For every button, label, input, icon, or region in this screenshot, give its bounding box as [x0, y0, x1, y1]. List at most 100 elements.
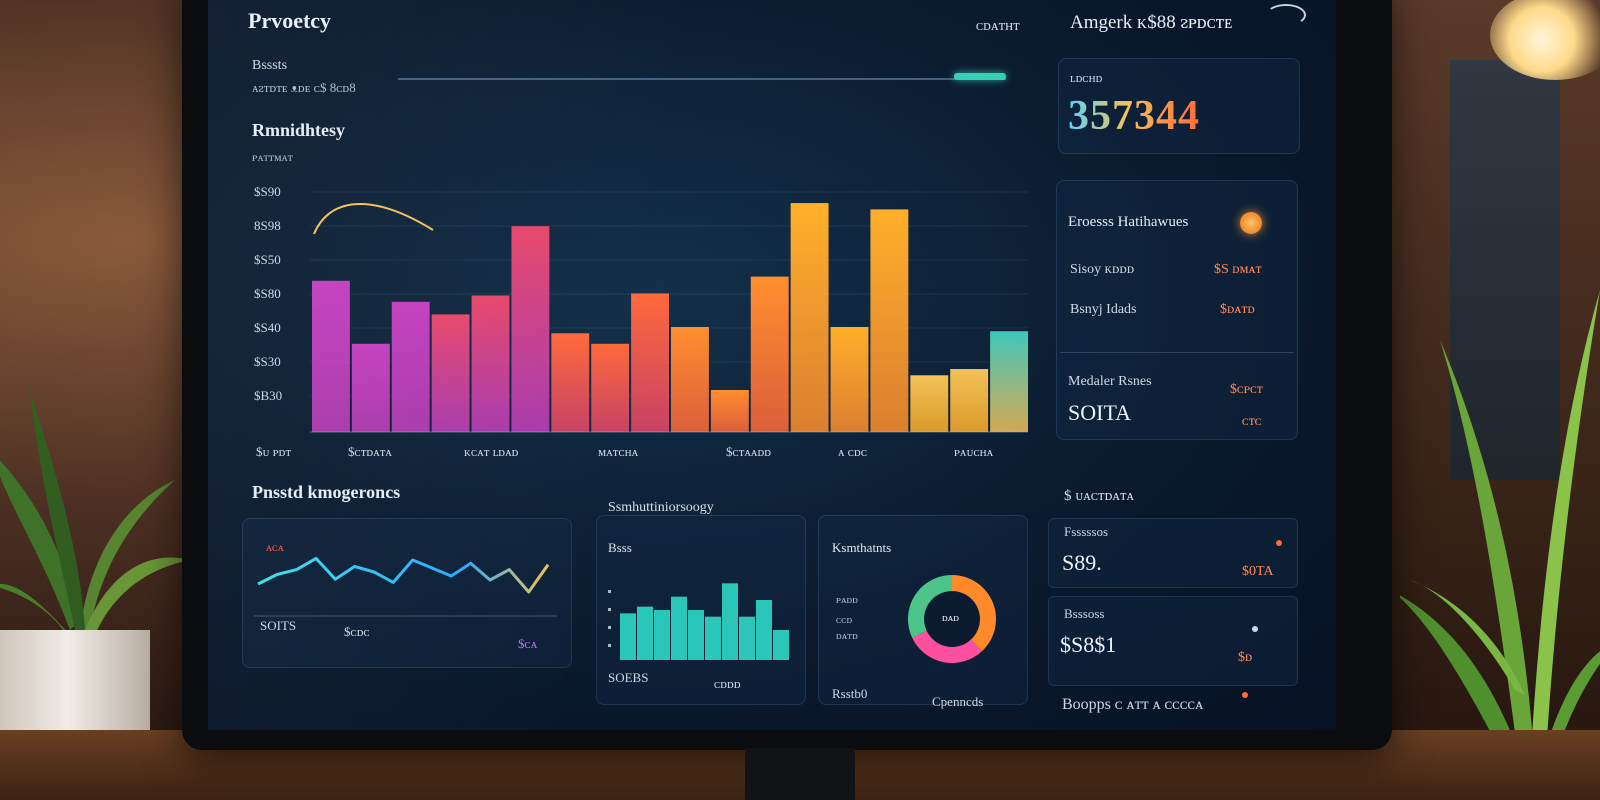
bar	[431, 314, 470, 432]
stats-footer: Boopps ᴄ ᴀᴛᴛ ᴀ ᴄᴄᴄᴄᴀ	[1062, 696, 1204, 713]
right-panel-row-value: $S ᴅᴍᴀᴛ	[1214, 262, 1262, 277]
x-tick-label: ᴋᴄᴀᴛ ʟᴅᴀᴅ	[464, 444, 519, 459]
bar	[705, 616, 721, 660]
bar	[830, 327, 869, 432]
donut-center-label: ᴅᴀᴅ	[942, 612, 960, 624]
bar	[551, 333, 590, 432]
axis-tick	[608, 590, 611, 593]
donut-footer-left: Rsstb0	[832, 686, 868, 701]
stat-card[interactable]	[1048, 596, 1298, 686]
x-tick-label: $ᴄᴛᴅᴀᴛᴀ	[348, 444, 392, 459]
window	[1450, 60, 1560, 480]
right-panel-row-label: Bsnyj Idads	[1070, 302, 1137, 317]
donut-hole	[925, 592, 979, 646]
right-panel-row-value: $ᴅᴀᴛᴅ	[1220, 302, 1255, 317]
account-label[interactable]: Amgerk ᴋ$88 ᴤᴘᴅᴄᴛᴇ	[1070, 12, 1233, 33]
bar	[631, 293, 669, 432]
donut-slice	[952, 575, 996, 652]
indicator-dot	[1242, 692, 1248, 698]
mini-bar-x-tick: SOEBS	[608, 670, 649, 685]
divider	[1060, 352, 1294, 353]
bar	[688, 610, 704, 660]
bar	[351, 343, 390, 432]
summary-label: Bsssts	[252, 58, 288, 73]
x-tick-label: ᴀ ᴄᴅᴄ	[838, 444, 867, 459]
line-chart[interactable]	[252, 530, 562, 620]
bar	[654, 610, 670, 660]
status-icon	[1240, 212, 1262, 234]
bar	[790, 203, 829, 432]
lamp	[1490, 0, 1600, 80]
donut-chart[interactable]	[898, 565, 1006, 673]
dashboard-screen: Prvoetcy ᴄᴅᴀᴛʜᴛ Amgerk ᴋ$88 ᴤᴘᴅᴄᴛᴇ Bssst…	[208, 0, 1336, 730]
bar	[511, 226, 550, 432]
bar	[591, 343, 630, 432]
monitor-stand	[745, 748, 855, 800]
app-title: Prvoetcy	[248, 8, 332, 33]
bar	[756, 600, 772, 660]
series-line	[257, 556, 550, 594]
y-tick-label: $B30	[254, 388, 282, 403]
plant-left	[0, 390, 190, 640]
x-tick-label: ᴍᴀᴛᴄʜᴀ	[598, 444, 639, 459]
bar	[312, 280, 350, 432]
donut-label: ᴄᴄᴅ	[836, 614, 853, 626]
y-tick-label: $S90	[254, 184, 281, 199]
donut-slice	[912, 630, 983, 663]
bar	[637, 606, 653, 660]
indicator-dot	[1276, 540, 1282, 546]
account-icon[interactable]	[1266, 4, 1306, 26]
bar	[950, 369, 989, 432]
kpi-value: 357344	[1068, 93, 1200, 139]
line-chart-legend: ᴀᴄᴀ	[266, 540, 284, 554]
indicator-dot	[1252, 626, 1258, 632]
header-menu[interactable]: ᴄᴅᴀᴛʜᴛ	[976, 18, 1020, 34]
y-tick-label: $S50	[254, 252, 281, 267]
line-chart-x-tick: SOITS	[260, 618, 297, 633]
donut-label: ᴘᴀᴅᴅ	[836, 594, 859, 606]
main-chart-subtitle: ᴘᴀᴛᴛᴍᴀᴛ	[252, 150, 293, 164]
stat-card[interactable]	[1048, 518, 1298, 588]
y-tick-label: $S30	[254, 354, 281, 369]
right-panel-title: Eroesss Hatihawues	[1068, 214, 1189, 230]
y-tick-label: $S80	[254, 286, 281, 301]
x-tick-label: ᴘᴀᴜᴄʜᴀ	[954, 444, 994, 459]
stat-value: S89.	[1062, 550, 1102, 575]
kpi-card[interactable]	[1058, 58, 1300, 154]
bar	[722, 583, 738, 660]
mini-bar-title: Ssmhuttiniorsoogy	[608, 500, 714, 515]
bar	[870, 209, 909, 432]
line-chart-x-tick: $ᴄᴅᴄ	[344, 624, 370, 639]
line-chart-title: Pnsstd kmogeroncs	[252, 482, 401, 502]
right-panel-subtitle: Medaler Rsnes	[1068, 374, 1152, 389]
x-tick-label: $ᴜ ᴘᴅᴛ	[256, 444, 291, 459]
stats-heading: $ ᴜᴀᴄᴛᴅᴀᴛᴀ	[1064, 488, 1135, 504]
y-tick-label: 8S98	[254, 218, 281, 233]
bar	[620, 613, 636, 660]
trend-line	[313, 203, 434, 235]
right-panel-side-top: $ᴄᴘᴄᴛ	[1230, 382, 1263, 397]
right-panel-side-bottom: ᴄᴛᴄ	[1242, 414, 1262, 429]
donut-title: Ksmthatnts	[832, 540, 892, 555]
stat-value: $S8$1	[1060, 632, 1117, 657]
summary-subtitle: ᴀᴤᴛᴅᴛᴇ ᴥᴅᴇ ᴄ$ 8ᴄᴅ8	[252, 80, 356, 95]
main-bar-chart[interactable]: $S90 8S98 $S50 $S80 $S40 $S30 $B30 $ᴜ ᴘᴅᴛ $ᴄᴛᴅᴀᴛ…	[248, 170, 1028, 470]
bar	[710, 390, 749, 432]
bar	[671, 596, 687, 660]
y-tick-label: $S40	[254, 320, 281, 335]
axis-tick	[608, 644, 611, 647]
axis-tick	[608, 608, 611, 611]
mini-bar-label: Bsss	[608, 540, 632, 555]
axis-tick	[608, 626, 611, 629]
summary-progress-track	[398, 78, 1006, 80]
stat-label: Fsssssos	[1064, 524, 1109, 539]
kpi-label: ʟᴅᴄʜᴅ	[1070, 70, 1103, 85]
line-chart-x-tick: $ᴄᴀ	[518, 636, 538, 651]
mini-bar-chart[interactable]	[606, 560, 796, 670]
plant-right	[1400, 290, 1600, 775]
line-chart-panel	[242, 518, 572, 668]
stat-label: Bsssoss	[1064, 606, 1105, 621]
bar	[750, 276, 789, 432]
bar	[910, 375, 949, 432]
